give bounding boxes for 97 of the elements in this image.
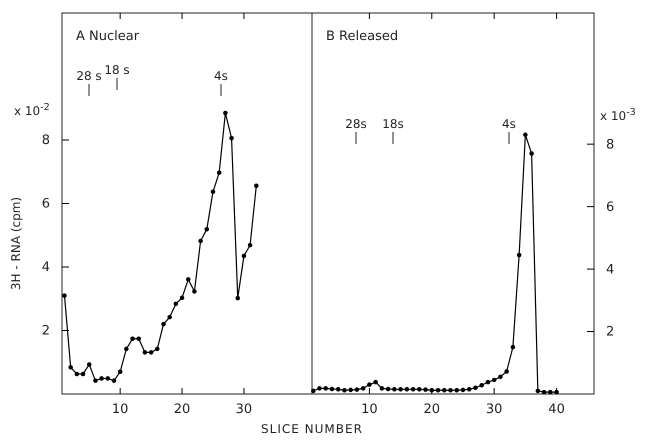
point: [317, 386, 322, 391]
text: x 10$^{-3}$: [600, 106, 636, 123]
point: [404, 387, 410, 392]
x-tick-label: 30: [486, 402, 502, 418]
point: [204, 226, 210, 232]
point: [473, 386, 478, 390]
point: [504, 369, 509, 374]
y-tick-label: 8: [42, 133, 50, 148]
point: [180, 296, 184, 300]
point: [492, 378, 496, 382]
point: [398, 387, 403, 392]
point: [330, 386, 334, 392]
point: [460, 388, 466, 392]
text: B Released: [326, 29, 398, 44]
point: [392, 387, 397, 392]
point: [442, 388, 447, 393]
point: [174, 302, 178, 306]
point: [192, 289, 197, 294]
y2-tick-label: 2: [606, 324, 614, 340]
y-axis-title: 3H - RNA (cpm): [9, 196, 23, 290]
point: [410, 387, 416, 392]
point: [348, 388, 353, 392]
point: [161, 322, 166, 326]
point: [142, 350, 148, 355]
point: [86, 362, 92, 367]
point: [136, 336, 141, 342]
annotation: 4s: [502, 117, 516, 131]
point: [336, 387, 340, 392]
point: [423, 387, 428, 392]
point: [380, 386, 384, 391]
x-tick-label: 20: [424, 402, 440, 418]
point: [536, 388, 540, 394]
point: [216, 170, 222, 175]
point: [342, 388, 347, 393]
point: [118, 370, 122, 374]
point: [386, 386, 390, 392]
point: [523, 132, 528, 138]
y2-tick-label: 6: [606, 200, 614, 215]
y-tick-label: 4: [42, 260, 50, 276]
point: [248, 242, 252, 248]
point: [516, 252, 522, 258]
point: [124, 346, 129, 352]
point: [62, 293, 67, 298]
point: [548, 390, 553, 394]
point: [130, 336, 135, 342]
x-tick-label: 20: [174, 402, 190, 418]
point: [68, 365, 73, 370]
point: [542, 390, 546, 394]
point: [242, 254, 246, 258]
x-tick-label: 40: [548, 402, 565, 418]
point: [529, 151, 534, 156]
y2-tick-label: 8: [606, 137, 614, 152]
y2-tick-label: 4: [606, 262, 614, 278]
point: [99, 376, 104, 381]
point: [235, 296, 240, 300]
point: [373, 380, 378, 384]
point: [223, 110, 228, 116]
y-tick-label: 2: [42, 324, 50, 339]
point: [198, 238, 203, 244]
point: [354, 387, 360, 392]
point: [186, 277, 190, 282]
point: [479, 383, 484, 388]
point: [112, 378, 116, 383]
point: [436, 388, 440, 393]
x-tick-label: 10: [361, 402, 378, 418]
annotation: 4s: [214, 69, 228, 83]
point: [417, 387, 422, 392]
annotation: 18s: [382, 117, 404, 131]
point: [367, 382, 372, 387]
point: [448, 388, 453, 393]
annotation: 28 s: [76, 69, 102, 83]
point: [167, 314, 172, 320]
point: [74, 372, 80, 376]
x-tick-label: 10: [112, 402, 128, 418]
point: [148, 350, 154, 355]
annotation: 28s: [345, 117, 367, 131]
point: [510, 344, 516, 350]
point: [466, 387, 472, 392]
point: [93, 378, 98, 383]
point: [210, 190, 216, 194]
x-axis-title: SLICE NUMBER: [261, 422, 363, 436]
point: [323, 386, 328, 391]
point: [106, 376, 110, 381]
y-tick-label: 6: [42, 196, 50, 212]
point: [454, 388, 459, 393]
text: x 10$^{-2}$: [14, 102, 50, 118]
point: [254, 183, 259, 188]
point: [229, 136, 234, 140]
point: [80, 372, 86, 376]
point: [498, 374, 503, 380]
point: [155, 346, 160, 352]
point: [310, 388, 316, 394]
text: A Nuclear: [76, 29, 140, 44]
annotation: 18 s: [104, 63, 130, 77]
point: [486, 380, 490, 384]
x-tick-label: 30: [236, 402, 252, 418]
point: [360, 386, 366, 391]
